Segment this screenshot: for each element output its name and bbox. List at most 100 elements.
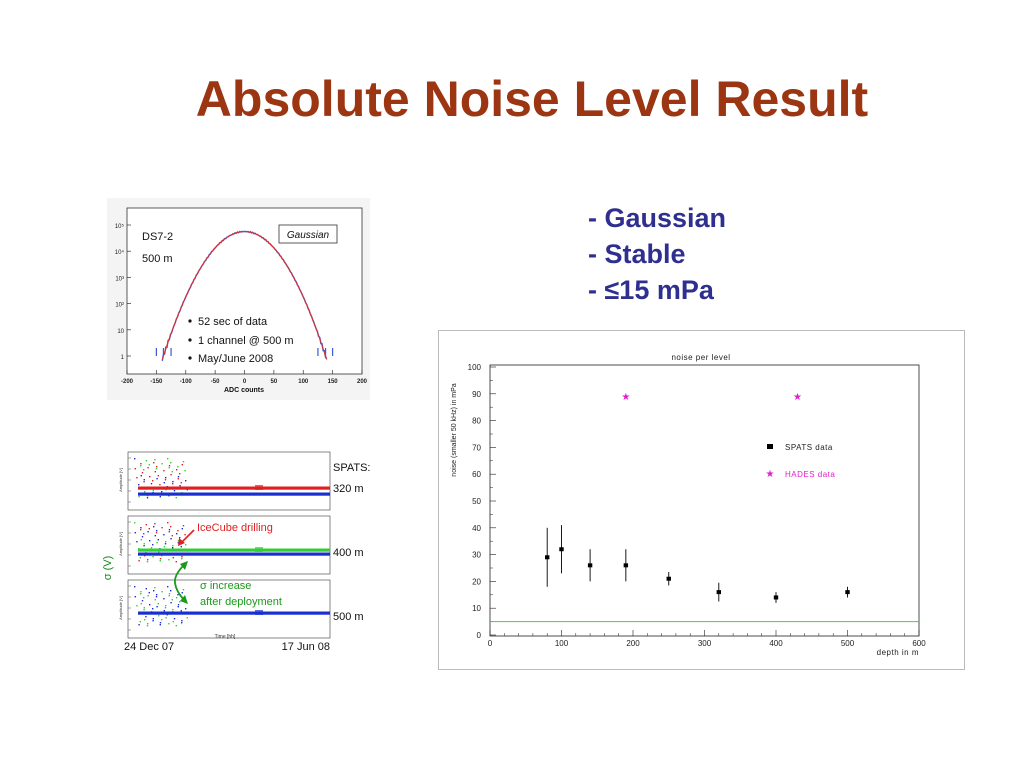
noise-point bbox=[152, 620, 154, 622]
x-tick-label: 50 bbox=[271, 379, 278, 385]
y-tick-label: 20 bbox=[472, 577, 481, 586]
noise-point bbox=[161, 527, 163, 529]
noise-point bbox=[163, 482, 165, 484]
drilling-arrowhead bbox=[178, 538, 185, 546]
y-tick-label: 1 bbox=[121, 355, 125, 361]
increase-arrowhead-bottom bbox=[180, 595, 188, 604]
noise-point bbox=[172, 621, 174, 623]
noise-point bbox=[167, 586, 169, 588]
noise-point bbox=[165, 617, 167, 619]
noise-point bbox=[155, 532, 158, 534]
noise-point bbox=[152, 556, 154, 558]
noise-point bbox=[134, 468, 136, 470]
noise-point bbox=[139, 621, 141, 623]
noise-point bbox=[159, 622, 162, 624]
noise-point bbox=[165, 605, 167, 607]
noise-point bbox=[156, 542, 158, 544]
noise-point bbox=[143, 609, 145, 611]
noise-trend-line bbox=[138, 486, 330, 490]
x-tick-label: 100 bbox=[555, 639, 569, 648]
noise-point bbox=[150, 547, 153, 549]
noise-point bbox=[157, 539, 159, 541]
y-tick-label: 10 bbox=[472, 604, 481, 613]
noise-point bbox=[154, 471, 156, 473]
noise-point bbox=[164, 607, 167, 609]
noise-point bbox=[177, 476, 180, 478]
legend-marker-hades: ★ bbox=[766, 469, 775, 480]
noise-point bbox=[179, 485, 181, 487]
noise-point bbox=[140, 593, 142, 595]
noise-point bbox=[147, 467, 149, 469]
noise-point bbox=[144, 555, 146, 557]
legend-label-hades: HADES data bbox=[785, 470, 835, 479]
noise-point bbox=[172, 481, 174, 483]
legend-label-spats: SPATS data bbox=[785, 443, 833, 452]
spats-point bbox=[716, 590, 721, 595]
noise-point bbox=[154, 599, 156, 601]
drilling-annotation: IceCube drilling bbox=[197, 522, 273, 534]
y-tick-label: 10 bbox=[117, 329, 124, 335]
noise-point bbox=[152, 480, 154, 482]
noise-point bbox=[176, 469, 178, 471]
y-tick-label: 10² bbox=[115, 303, 124, 309]
noise-point bbox=[181, 622, 183, 624]
noise-point bbox=[163, 598, 165, 600]
noise-per-level-chart: noise per level 0 10 20 30 40 50 60 70 80 90 100 0 1… bbox=[438, 330, 965, 670]
noise-point bbox=[161, 463, 163, 465]
noise-point bbox=[144, 491, 146, 493]
noise-point bbox=[166, 614, 168, 616]
sensor-panel: Amplitude [V] bbox=[118, 451, 331, 511]
spats-point bbox=[623, 563, 629, 568]
noise-point bbox=[175, 497, 177, 499]
noise-point bbox=[147, 495, 149, 497]
noise-point bbox=[147, 531, 149, 533]
noise-point bbox=[134, 522, 136, 524]
y-tick-label: 50 bbox=[472, 497, 481, 506]
info-bullet: May/June 2008 bbox=[198, 353, 273, 365]
noise-point bbox=[143, 469, 145, 471]
noise-point bbox=[134, 596, 136, 598]
noise-point bbox=[140, 475, 142, 477]
bullet-stable: - Stable bbox=[588, 239, 686, 269]
y-tick-label: 10³ bbox=[115, 276, 124, 282]
noise-point bbox=[177, 604, 180, 606]
data-cluster bbox=[255, 610, 263, 615]
noise-point bbox=[140, 527, 142, 529]
increase-arrow bbox=[174, 564, 185, 601]
noise-point bbox=[164, 479, 167, 481]
noise-point bbox=[136, 541, 138, 543]
sensor-panel: Amplitude [V] bbox=[118, 579, 331, 639]
y-tick-label: 0 bbox=[477, 631, 482, 640]
noise-point bbox=[157, 475, 159, 477]
noise-point bbox=[181, 620, 183, 622]
noise-point bbox=[177, 466, 179, 468]
noise-point bbox=[184, 534, 186, 536]
info-bullet: 1 channel @ 500 m bbox=[198, 335, 294, 347]
noise-point bbox=[172, 547, 174, 549]
start-date-label: 24 Dec 07 bbox=[124, 641, 174, 653]
noise-point bbox=[168, 623, 170, 625]
noise-point bbox=[177, 530, 179, 532]
noise-point bbox=[138, 624, 140, 626]
noise-point bbox=[168, 595, 170, 597]
noise-point bbox=[143, 543, 145, 545]
noise-point bbox=[148, 464, 150, 466]
noise-point bbox=[161, 591, 163, 593]
noise-point bbox=[138, 484, 140, 486]
noise-point bbox=[144, 619, 146, 621]
noise-point bbox=[171, 471, 173, 473]
noise-point bbox=[152, 608, 154, 610]
noise-point bbox=[168, 593, 171, 595]
noise-point bbox=[139, 557, 141, 559]
noise-point bbox=[147, 595, 149, 597]
noise-point bbox=[172, 609, 174, 611]
detector-label: DS7-2 bbox=[142, 231, 173, 243]
hades-point: ★ bbox=[793, 392, 802, 403]
noise-point bbox=[156, 530, 158, 532]
noise-point bbox=[154, 523, 156, 525]
bullet-gaussian: - Gaussian bbox=[588, 203, 727, 233]
noise-point bbox=[147, 559, 149, 561]
noise-point bbox=[134, 586, 136, 588]
noise-point bbox=[136, 605, 138, 607]
x-tick-label: 300 bbox=[698, 639, 712, 648]
